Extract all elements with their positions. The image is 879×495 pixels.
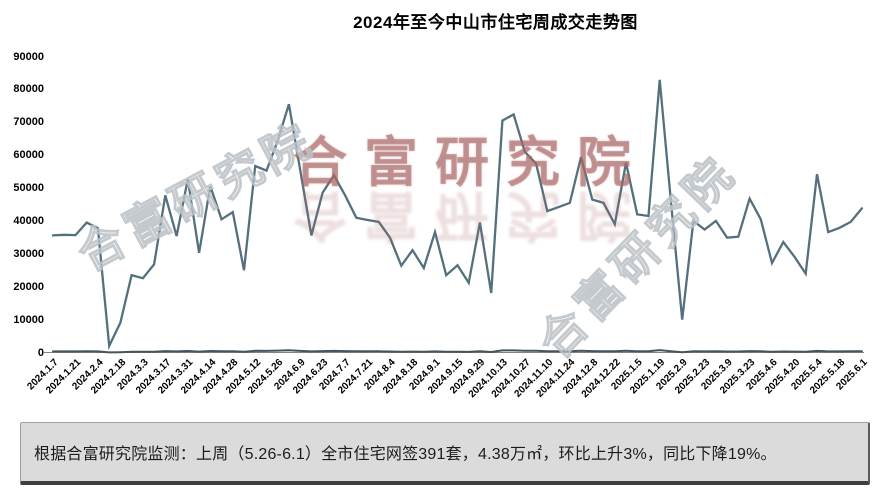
y-axis-tick-label: 40000 [13, 214, 44, 227]
y-axis-tick-label: 0 [37, 346, 44, 359]
y-axis-tick-label: 10000 [13, 313, 44, 326]
y-axis-tick-label: 70000 [13, 116, 44, 129]
report-caption-bar: 根据合富研究院监测：上周（5.26-6.1）全市住宅网签391套，4.38万㎡，… [20, 422, 870, 485]
y-axis-tick-label: 20000 [13, 280, 44, 293]
y-axis-tick-label: 50000 [13, 182, 44, 195]
chart-title: 2024年至今中山市住宅周成交走势图 [353, 13, 638, 32]
y-axis-tick-label: 90000 [13, 50, 44, 63]
watermark-diagonal-left: 合富研究院 [69, 112, 324, 281]
y-axis-tick-label: 80000 [13, 83, 44, 96]
watermark-center: 合富研究院 [293, 133, 648, 193]
units-series-line [52, 349, 863, 354]
y-axis-tick-label: 60000 [13, 149, 44, 162]
report-caption-text: 根据合富研究院监测：上周（5.26-6.1）全市住宅网签391套，4.38万㎡，… [34, 446, 777, 463]
y-axis-tick-label: 30000 [13, 247, 44, 260]
